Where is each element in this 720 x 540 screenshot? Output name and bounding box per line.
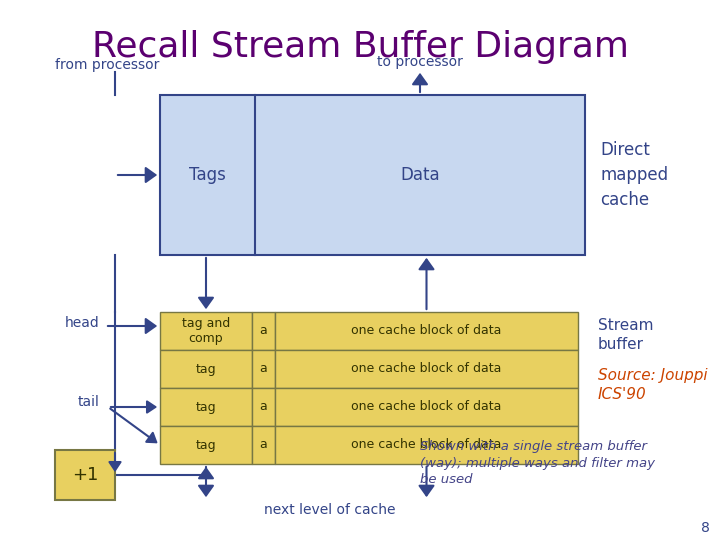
Text: tail: tail — [78, 395, 100, 409]
Bar — [252, 388, 275, 426]
Bar — [55, 450, 115, 500]
Bar — [252, 312, 275, 350]
Text: tag: tag — [196, 438, 216, 451]
Bar — [160, 312, 252, 350]
Text: a: a — [260, 362, 267, 375]
Bar — [275, 426, 578, 464]
Bar — [275, 312, 578, 350]
Text: +1: +1 — [72, 466, 98, 484]
Text: Direct
mapped
cache: Direct mapped cache — [600, 141, 668, 209]
Bar — [160, 388, 252, 426]
Bar — [252, 426, 275, 464]
Text: tag: tag — [196, 401, 216, 414]
Bar — [160, 95, 585, 255]
Bar — [275, 350, 578, 388]
Text: a: a — [260, 438, 267, 451]
Text: Shown with a single stream buffer
(way); multiple ways and filter may
be used: Shown with a single stream buffer (way);… — [420, 440, 655, 486]
Text: tag and
comp: tag and comp — [182, 317, 230, 345]
Text: a: a — [260, 325, 267, 338]
Text: a: a — [260, 401, 267, 414]
Text: one cache block of data: one cache block of data — [351, 401, 502, 414]
Text: Source: Jouppi
ICS'90: Source: Jouppi ICS'90 — [598, 368, 708, 402]
Text: tag: tag — [196, 362, 216, 375]
Text: head: head — [66, 316, 100, 330]
Text: Recall Stream Buffer Diagram: Recall Stream Buffer Diagram — [91, 30, 629, 64]
Text: one cache block of data: one cache block of data — [351, 438, 502, 451]
Text: next level of cache: next level of cache — [264, 503, 396, 517]
Text: one cache block of data: one cache block of data — [351, 362, 502, 375]
Bar — [160, 350, 252, 388]
Text: one cache block of data: one cache block of data — [351, 325, 502, 338]
Text: from processor: from processor — [55, 58, 159, 72]
Bar — [252, 350, 275, 388]
Text: Data: Data — [400, 166, 440, 184]
Text: Stream
buffer: Stream buffer — [598, 318, 654, 353]
Text: to processor: to processor — [377, 55, 463, 69]
Text: 8: 8 — [701, 521, 710, 535]
Bar — [275, 388, 578, 426]
Text: Tags: Tags — [189, 166, 226, 184]
Bar — [160, 426, 252, 464]
